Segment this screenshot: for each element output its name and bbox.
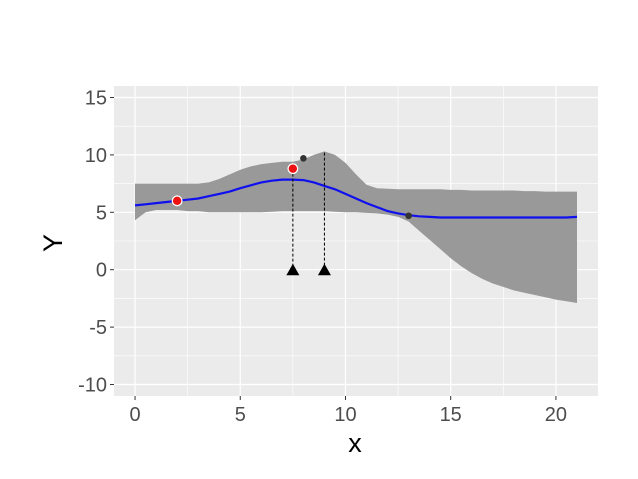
axes: 0 5 10 15 20 -10 -5 0 5 10 15 <box>78 87 567 426</box>
y-tick-label: 10 <box>85 145 107 167</box>
red-point <box>287 163 299 175</box>
confidence-band <box>135 151 577 303</box>
confidence-band-area <box>135 151 577 303</box>
mean-line <box>134 178 578 219</box>
x-tick-label: 20 <box>545 404 567 426</box>
y-tick-label: -5 <box>89 317 107 339</box>
y-tick-label: 0 <box>96 260 107 282</box>
black-point <box>405 212 412 220</box>
x-tick-label: 15 <box>440 404 462 426</box>
y-tick-label: 15 <box>85 87 107 109</box>
y-axis-title: Y <box>38 234 68 252</box>
triangle-marker <box>286 263 300 276</box>
x-tick-label: 0 <box>129 404 140 426</box>
mean-line-path <box>134 178 578 219</box>
red-point <box>171 195 183 207</box>
x-axis-title: x <box>348 428 362 458</box>
x-tick-label: 10 <box>334 404 356 426</box>
y-tick-label: -10 <box>78 375 107 397</box>
triangle-marker <box>317 263 331 276</box>
x-tick-label: 5 <box>235 404 246 426</box>
points <box>171 155 412 220</box>
y-tick-label: 5 <box>96 202 107 224</box>
black-point <box>300 155 307 162</box>
markers <box>286 152 331 276</box>
